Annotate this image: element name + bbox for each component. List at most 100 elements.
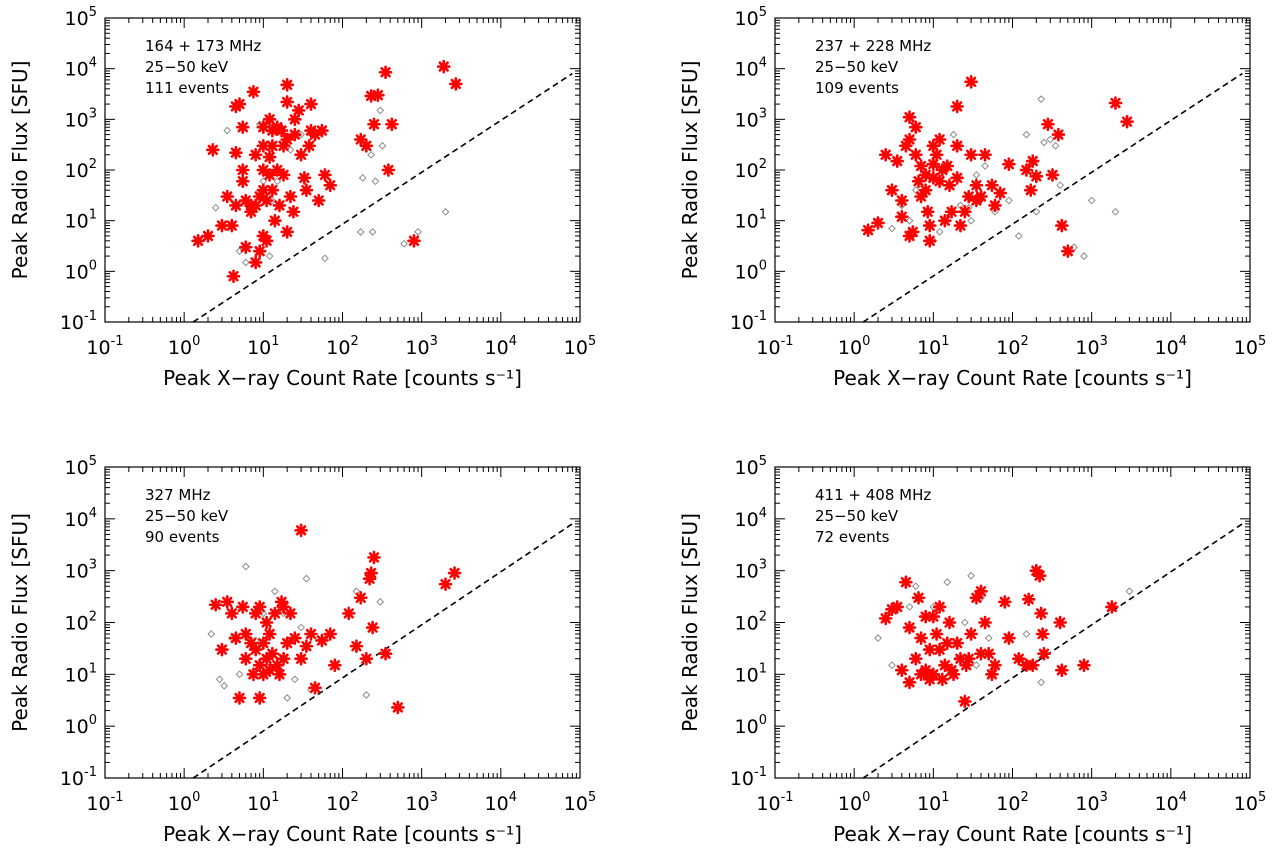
diamond-point: [967, 216, 976, 225]
asterisk-point: [259, 615, 274, 630]
asterisk-point: [922, 218, 937, 233]
y-tick-label: 10-1: [60, 309, 97, 334]
asterisk-point: [304, 97, 318, 111]
diamond-point: [223, 126, 232, 135]
asterisk-point: [276, 168, 291, 182]
asterisk-point: [288, 112, 302, 127]
x-tick-label: 102: [326, 790, 358, 815]
y-axis-label: Peak Radio Flux [SFU]: [8, 513, 32, 732]
asterisk-point: [958, 204, 972, 219]
diamond-point: [972, 661, 981, 670]
diamond-point: [270, 587, 279, 596]
asterisk-point: [262, 627, 277, 641]
x-tick-label: 105: [564, 334, 596, 359]
annotation-line: 237 + 228 MHz: [815, 37, 931, 55]
diamond-point: [1056, 181, 1065, 190]
asterisk-point: [926, 157, 941, 172]
asterisk-point: [932, 174, 947, 189]
diamond-point: [290, 675, 299, 684]
annotation-line: 327 MHz: [145, 486, 211, 504]
y-tick-label: 102: [65, 610, 97, 635]
x-tick-label: 102: [326, 334, 358, 359]
asterisk-point: [276, 651, 291, 666]
asterisk-point: [252, 600, 267, 614]
asterisk-point: [280, 225, 294, 239]
diamond-point: [441, 207, 450, 216]
asterisk-point: [922, 642, 937, 657]
asterisk-point: [978, 615, 992, 630]
y-tick-label: 10-1: [60, 765, 97, 790]
asterisk-point: [946, 667, 961, 682]
x-axis-label: Peak X−ray Count Rate [counts s⁻¹]: [163, 366, 522, 390]
y-tick-label: 103: [735, 558, 767, 583]
asterisk-point: [291, 103, 306, 118]
x-tick-label: 104: [1155, 334, 1187, 359]
asterisk-point: [998, 595, 1012, 609]
x-tick-label: 102: [996, 790, 1028, 815]
asterisk-point: [1019, 163, 1034, 177]
y-tick-label: 105: [735, 454, 767, 479]
diamond-point: [378, 141, 387, 150]
asterisk-point: [918, 663, 933, 678]
diamond-point: [376, 106, 385, 115]
asterisk-point: [938, 213, 952, 228]
asterisk-point: [950, 99, 964, 114]
annotation-line: 25−50 keV: [815, 507, 899, 525]
annotation-line: 25−50 keV: [145, 507, 229, 525]
asterisk-point: [993, 186, 1008, 200]
diamond-point: [368, 227, 377, 236]
diamond-point: [1125, 587, 1134, 596]
x-tick-label: 105: [1234, 790, 1266, 815]
chart-panel-1: 10-110-1 100 100 101 101 102 102 103 103 104 104 10…: [8, 5, 596, 390]
annotation-line: 90 events: [145, 528, 220, 546]
asterisk-point: [407, 234, 421, 248]
asterisk-point: [367, 550, 381, 565]
asterisk-point: [861, 223, 875, 237]
asterisk-point: [235, 120, 250, 134]
y-tick-label: 100: [735, 713, 767, 738]
asterisk-point: [1032, 568, 1047, 583]
asterisk-point: [895, 193, 909, 208]
asterisk-point: [950, 636, 964, 650]
diamond-point: [984, 634, 993, 643]
asterisk-point: [297, 171, 312, 185]
diamond-point: [215, 675, 224, 684]
asterisk-point: [902, 110, 917, 125]
x-tick-label: 10-1: [86, 334, 123, 359]
annotation-line: 25−50 keV: [815, 58, 899, 76]
reference-line: [862, 523, 1243, 779]
asterisk-point: [929, 627, 944, 641]
asterisk-point: [1045, 168, 1060, 182]
x-axis-label: Peak X−ray Count Rate [counts s⁻¹]: [833, 366, 1192, 390]
diamond-point: [1080, 252, 1088, 260]
asterisk-point: [1055, 663, 1069, 678]
x-tick-label: 103: [405, 790, 437, 815]
asterisk-point: [265, 183, 280, 197]
asterisk-point: [367, 117, 381, 132]
annotation-line: 25−50 keV: [145, 58, 229, 76]
asterisk-point: [274, 123, 289, 138]
asterisk-point: [294, 523, 308, 538]
asterisk-point: [280, 95, 294, 109]
y-tick-label: 101: [65, 661, 97, 686]
asterisk-point: [922, 234, 937, 248]
asterisk-point: [353, 590, 368, 605]
asterisk-point: [359, 139, 374, 153]
asterisk-point: [201, 229, 215, 243]
asterisk-point: [914, 189, 928, 204]
asterisk-point: [248, 147, 263, 162]
y-tick-label: 10-1: [730, 765, 767, 790]
diamond-point: [321, 254, 329, 263]
asterisk-point: [1029, 169, 1044, 184]
reference-line: [192, 523, 573, 779]
asterisk-point: [940, 159, 955, 173]
asterisk-point: [259, 651, 274, 666]
asterisk-point: [268, 606, 282, 621]
diamond-point: [235, 670, 244, 679]
x-tick-label: 101: [917, 790, 949, 815]
asterisk-point: [238, 651, 253, 666]
x-tick-label: 100: [838, 790, 870, 815]
x-axis-label: Peak X−ray Count Rate [counts s⁻¹]: [163, 822, 522, 846]
asterisk-point: [238, 627, 253, 641]
y-tick-label: 10-1: [730, 309, 767, 334]
